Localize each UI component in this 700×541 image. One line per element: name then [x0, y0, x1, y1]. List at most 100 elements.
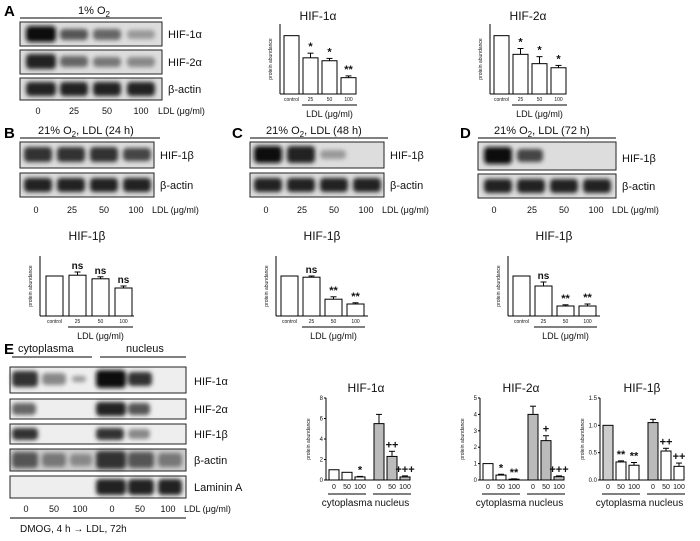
chart-xtick-label: 50: [497, 484, 505, 491]
chart-bar: [512, 53, 529, 95]
chart-bar: [578, 305, 597, 317]
chart-ylabel: protein abundance: [460, 418, 466, 460]
blot-a-tick: 25: [69, 106, 79, 116]
chart-xtick-label: control: [282, 319, 297, 325]
chart-bar: [495, 474, 507, 481]
chart-xtick-label: 50: [331, 319, 337, 325]
blot-e-tick: 0: [23, 504, 28, 514]
chart-ytick-label: 3: [474, 429, 478, 435]
blot-a-label-hif1a: HIF-1α: [168, 29, 203, 41]
blot-d-tick: 100: [588, 205, 603, 215]
chart-xtick-label: 50: [662, 484, 670, 491]
blot-d-tick: 50: [559, 205, 569, 215]
chart-bar: [340, 77, 357, 95]
blot-a-header: 1% O2: [78, 5, 111, 19]
chart-title: HIF-1α: [300, 9, 337, 23]
chart-bar: [512, 275, 531, 317]
chart-e1: HIF-1α protein abundance 0 2 4 6 8 0 50 * 100 0 ++ 50…: [306, 381, 415, 509]
blot-a-label-actin: β-actin: [168, 84, 201, 96]
chart-bar: [647, 422, 659, 481]
blot-c-tick: 100: [358, 205, 373, 215]
chart-significance: **: [329, 285, 338, 297]
chart-e3: HIF-1β protein abundance 0.0 0.5 1.0 1.5 0 ** 50…: [580, 381, 685, 509]
chart-xtick-label: control: [494, 97, 509, 103]
chart-bar: [346, 303, 365, 317]
chart-a2: HIF-2α protein abundance control * 25 * 50 * 100…: [478, 9, 567, 119]
blot-a-tick: 100: [133, 106, 148, 116]
chart-xtick-label: 25: [309, 319, 315, 325]
blot-e-tick: 100: [72, 504, 87, 514]
chart-xtick-label: 25: [541, 319, 547, 325]
chart-xtick-label: 50: [388, 484, 396, 491]
chart-ytick-label: 2: [320, 458, 324, 464]
chart-bar: [324, 298, 343, 317]
chart-xtick-label: 25: [518, 97, 524, 103]
chart-significance: ns: [72, 261, 84, 272]
blot-e-group-nucleus: nucleus: [126, 343, 164, 355]
chart-title: HIF-2α: [510, 9, 547, 23]
chart-xtick-label: 100: [399, 484, 411, 491]
chart-significance: +: [543, 424, 549, 436]
chart-bar: [673, 465, 685, 481]
chart-a1: HIF-1α protein abundance control * 25 * 50 ** 10…: [268, 9, 357, 119]
chart-bar: [615, 461, 627, 481]
blot-b-unit: LDL (μg/ml): [152, 205, 199, 215]
chart-xtick-label: 50: [617, 484, 625, 491]
chart-bar: [280, 275, 299, 317]
chart-bar: [341, 471, 353, 481]
blot-b-tick: 100: [128, 205, 143, 215]
chart-significance: ++: [660, 436, 673, 448]
chart-significance: ns: [95, 266, 107, 277]
chart-bar: [556, 305, 575, 317]
blot-e-footer: DMOG, 4 h → LDL, 72h: [20, 524, 127, 535]
chart-ytick-label: 4: [474, 412, 478, 418]
chart-ytick-label: 8: [320, 396, 324, 402]
blot-b-tick: 25: [67, 205, 77, 215]
chart-significance: **: [617, 449, 626, 461]
chart-group-label: nucleus: [375, 498, 409, 509]
blot-b-header: 21% O2, LDL (24 h): [38, 125, 134, 139]
chart-xtick-label: 50: [537, 97, 543, 103]
chart-xtick-label: control: [284, 97, 299, 103]
chart-significance: **: [510, 467, 519, 479]
chart-xlabel: LDL (μg/ml): [77, 331, 124, 341]
blot-b-tick: 50: [99, 205, 109, 215]
chart-xtick-label: 100: [354, 484, 366, 491]
blot-e-tick: 100: [160, 504, 175, 514]
blot-b: 21% O2, LDL (24 h) HIF-1β β-actin 0 25 5…: [19, 125, 199, 215]
blot-e-label-actin: β-actin: [194, 455, 227, 467]
chart-group-label: cytoplasma: [476, 498, 527, 509]
chart-significance: *: [327, 46, 332, 58]
chart-xtick-label: 50: [327, 97, 333, 103]
chart-bar: [399, 476, 411, 481]
blot-d-tick: 25: [527, 205, 537, 215]
blot-a-unit: LDL (μg/ml): [158, 106, 205, 116]
chart-bar: [553, 476, 565, 481]
chart-b: HIF-1β protein abundance control ns 25 ns 50 ns…: [28, 229, 134, 341]
chart-bar: [531, 63, 548, 95]
blot-e-label-hif1b: HIF-1β: [194, 429, 228, 441]
chart-significance: *: [518, 37, 523, 49]
chart-bar: [628, 464, 640, 481]
chart-bar: [527, 413, 539, 481]
chart-xtick-label: 100: [508, 484, 520, 491]
chart-significance: *: [358, 464, 363, 476]
blot-e-tick: 0: [109, 504, 114, 514]
chart-significance: *: [556, 53, 561, 65]
chart-bar: [328, 469, 340, 481]
panel-label-e: E: [4, 341, 14, 358]
chart-bar: [302, 276, 321, 317]
chart-xtick-label: 100: [583, 319, 592, 325]
blot-c-label-hif1b: HIF-1β: [390, 150, 424, 162]
chart-d: HIF-1β protein abundance control ns 25 ** 50 **…: [496, 229, 600, 341]
blot-a-tick: 0: [35, 106, 40, 116]
chart-ylabel: protein abundance: [268, 38, 274, 80]
chart-group-label: cytoplasma: [596, 498, 647, 509]
chart-bar: [550, 67, 567, 95]
blot-a-label-hif2a: HIF-2α: [168, 57, 203, 69]
blot-a-tick: 50: [102, 106, 112, 116]
blot-e-label-hif1a: HIF-1α: [194, 376, 229, 388]
